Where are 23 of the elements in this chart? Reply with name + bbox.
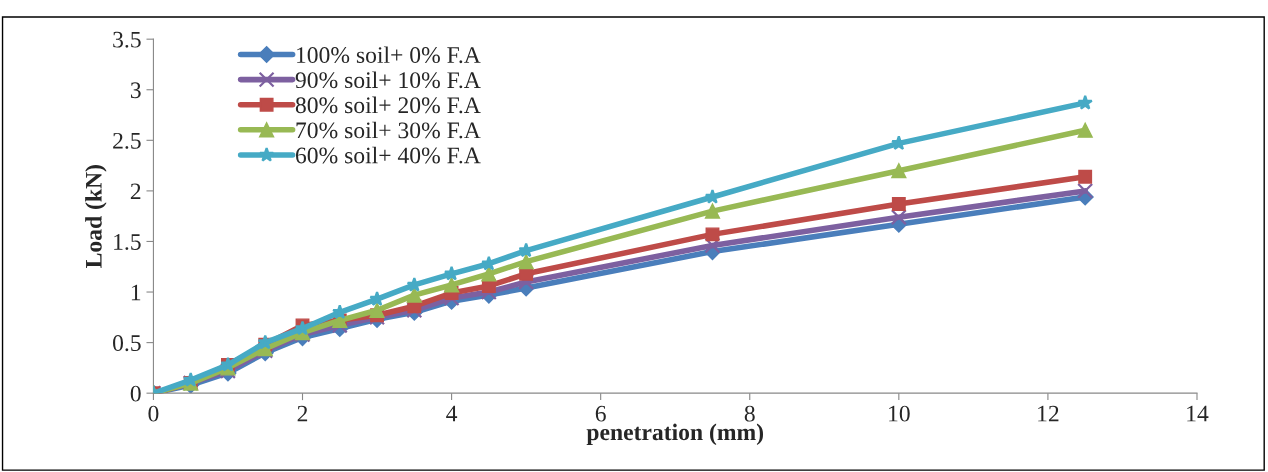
y-tick-label: 3.5	[113, 31, 141, 48]
x-tick-label: 8	[744, 405, 755, 422]
x-tick-label: 2	[297, 405, 308, 422]
y-axis-title: Load (kN)	[85, 165, 107, 268]
y-tick-label: 3	[130, 82, 141, 99]
x-axis-title: penetration (mm)	[586, 423, 764, 446]
y-tick-label: 0.5	[113, 335, 141, 352]
legend-label: 60% soil+ 40% F.A	[295, 146, 481, 164]
y-tick-label: 1	[131, 284, 141, 301]
y-tick-label: 0	[130, 385, 141, 402]
x-tick-label: 10	[889, 405, 910, 422]
y-tick-label: 1.5	[114, 234, 141, 250]
legend-label: 80% soil+ 20% F.A	[295, 96, 481, 114]
x-tick-label: 0	[148, 405, 159, 422]
legend-label: 70% soil+ 30% F.A	[296, 121, 481, 139]
x-tick-label: 14	[1187, 405, 1209, 422]
y-tick-label: 2	[130, 183, 141, 200]
legend-label: 100% soil+ 0% F.A	[297, 46, 481, 64]
legend-label: 90% soil+ 10% F.A	[295, 71, 481, 89]
x-tick-label: 6	[595, 405, 606, 422]
x-tick-label: 12	[1038, 405, 1059, 422]
x-tick-label: 4	[446, 405, 458, 422]
y-tick-label: 2.5	[113, 132, 141, 149]
